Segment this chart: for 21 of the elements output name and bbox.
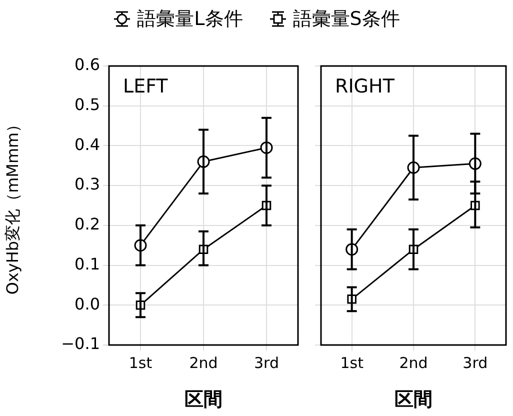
x-tick-label: 1st: [340, 354, 364, 372]
y-axis-title: OxyHb変化（mMmm）: [2, 116, 22, 295]
y-tick-label: 0.4: [74, 134, 100, 154]
y-tick-label: 0.0: [74, 294, 100, 314]
x-tick-label: 2nd: [399, 354, 428, 372]
x-tick-label: 3rd: [254, 354, 279, 372]
y-tick-label: −0.1: [61, 334, 100, 354]
x-axis-title: 区間: [184, 388, 222, 411]
x-tick-label: 1st: [128, 354, 152, 372]
y-tick-label: 0.3: [74, 174, 100, 194]
x-tick-label: 2nd: [189, 354, 218, 372]
y-tick-label: 0.6: [74, 55, 100, 74]
annotation: LEFT: [123, 75, 168, 98]
annotation: RIGHT: [335, 75, 395, 98]
y-tick-label: 0.5: [74, 95, 100, 114]
legend-label: 語彙量L条件: [137, 7, 243, 32]
legend-label: 語彙量S条件: [292, 7, 400, 32]
x-tick-label: 3rd: [462, 354, 488, 372]
y-tick-label: 0.2: [74, 214, 100, 234]
x-axis-title: 区間: [394, 388, 432, 411]
y-tick-label: 0.1: [74, 254, 100, 274]
